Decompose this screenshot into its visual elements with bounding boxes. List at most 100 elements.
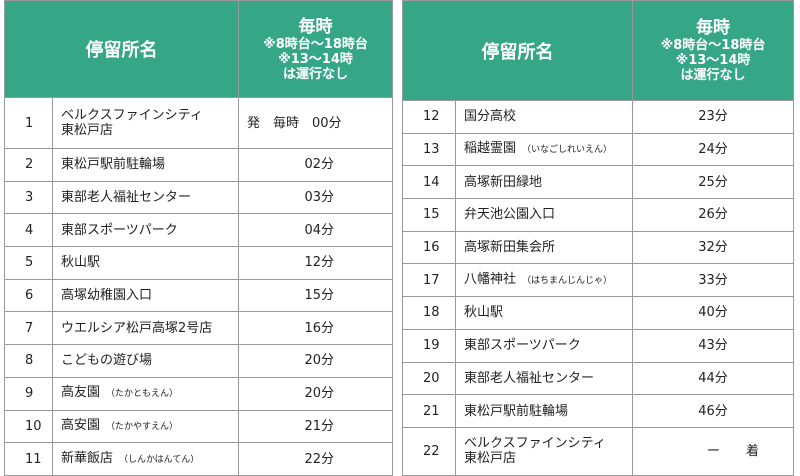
row: 16 高塚新田集会所 32分 <box>402 230 794 265</box>
timetable: 停留所名 毎時 ※8時台～18時台 ※13～14時 は運行なし 12 国分高校 23分 13 稲越… <box>402 0 794 476</box>
row: 20 東部老人福祉センター 44分 <box>402 361 794 396</box>
stop-name-text: 高塚新田緑地 <box>464 174 543 190</box>
stop-name-line: 国分高校 <box>464 109 632 124</box>
stop-name-text: こどもの遊び場 <box>61 353 153 369</box>
stop-name: 高友園 （たかともえん） <box>52 376 239 411</box>
stop-number: 2 <box>4 148 53 182</box>
stop-time: 26分 <box>632 198 794 232</box>
stop-number: 11 <box>4 442 53 476</box>
stop-time: 43分 <box>632 328 794 363</box>
stop-name: 東部老人福祉センター <box>455 361 633 396</box>
stop-number: 8 <box>4 344 53 378</box>
stop-name: 高塚幼稚園入口 <box>52 278 239 313</box>
header-time-line: ※8時台～18時台 <box>263 36 368 52</box>
row: 3 東部老人福祉センター 03分 <box>4 180 393 215</box>
stop-number: 1 <box>4 97 53 149</box>
stop-time: ー 着 <box>632 426 794 476</box>
stop-name-line: 東部老人福祉センター <box>61 190 238 205</box>
stop-number: 13 <box>402 132 456 167</box>
stop-number: 10 <box>4 409 53 444</box>
stop-time: 21分 <box>238 409 393 444</box>
row: 13 稲越霊園 （いなごしれいえん） 24分 <box>402 132 794 167</box>
row: 17 八幡神社 （はちまんじんじゃ） 33分 <box>402 263 794 298</box>
stop-name: 国分高校 <box>455 100 633 134</box>
stop-name: こどもの遊び場 <box>52 344 239 378</box>
stop-number: 17 <box>402 263 456 298</box>
stop-time: 46分 <box>632 394 794 428</box>
header-time-line: ※13～14時 <box>278 51 353 67</box>
stop-name-text: 高安園 <box>61 417 101 433</box>
header-time-line: は運行なし <box>680 68 746 83</box>
stop-name-line: 八幡神社 （はちまんじんじゃ） <box>464 272 632 289</box>
stop-number: 20 <box>402 361 456 396</box>
stop-name-line: 高塚幼稚園入口 <box>61 288 238 303</box>
header-time-line: 毎時 <box>696 18 730 38</box>
stop-time: 04分 <box>238 213 393 248</box>
header-time-line: 毎時 <box>298 16 333 37</box>
row: 19 東部スポーツパーク 43分 <box>402 328 794 363</box>
stop-name-text: 高塚幼稚園入口 <box>61 288 153 304</box>
stop-name: 弁天池公園入口 <box>455 198 633 232</box>
stop-name-line: 高塚新田集会所 <box>464 240 632 255</box>
stop-name-line: 東部スポーツパーク <box>464 338 632 353</box>
stop-number: 16 <box>402 230 456 265</box>
stop-name-line: 高塚新田緑地 <box>464 175 632 190</box>
stop-time: 25分 <box>632 165 794 200</box>
stop-name-text: 国分高校 <box>464 109 517 125</box>
stop-time: 20分 <box>238 344 393 378</box>
stop-name: ウエルシア松戸高塚2号店 <box>52 311 239 346</box>
stop-name: ベルクスファインシティ 東松戸店 <box>455 426 633 476</box>
header-name: 停留所名 <box>4 0 239 98</box>
stop-name: 東部スポーツパーク <box>455 328 633 363</box>
stop-number: 3 <box>4 180 53 215</box>
stop-name-line: 弁天池公園入口 <box>464 207 632 222</box>
stop-time: 16分 <box>238 311 393 346</box>
row: 6 高塚幼稚園入口 15分 <box>4 278 393 313</box>
stop-reading: （いなごしれいえん） <box>522 145 613 156</box>
stop-name-line: 東松戸駅前駐輪場 <box>464 404 632 419</box>
stop-name-line: 稲越霊園 （いなごしれいえん） <box>464 141 632 158</box>
stop-name-text: 高塚新田集会所 <box>464 240 556 256</box>
stop-name: 高安園 （たかやすえん） <box>52 409 239 444</box>
row: 9 高友園 （たかともえん） 20分 <box>4 376 393 411</box>
stop-name: 八幡神社 （はちまんじんじゃ） <box>455 263 633 298</box>
stop-name-text: 東松戸駅前駐輪場 <box>61 157 166 173</box>
stop-name-line: 東松戸駅前駐輪場 <box>61 157 238 172</box>
header-time: 毎時 ※8時台～18時台 ※13～14時 は運行なし <box>238 0 393 98</box>
row: 14 高塚新田緑地 25分 <box>402 165 794 200</box>
stop-name-line: 東松戸店 <box>464 451 632 466</box>
stop-name-line: ウエルシア松戸高塚2号店 <box>61 321 238 336</box>
stop-number: 22 <box>402 426 456 476</box>
stop-name-line: ベルクスファインシティ <box>464 436 632 451</box>
stop-reading: （たかやすえん） <box>106 421 179 432</box>
stop-name: 高塚新田緑地 <box>455 165 633 200</box>
header-time-line: は運行なし <box>282 66 348 82</box>
row: 21 東松戸駅前駐輪場 46分 <box>402 394 794 428</box>
stop-name-line: 高安園 （たかやすえん） <box>61 418 238 435</box>
row: 18 秋山駅 40分 <box>402 296 794 330</box>
stop-name-text: ベルクスファインシティ <box>464 436 606 452</box>
stop-time: 40分 <box>632 296 794 330</box>
stop-name: 秋山駅 <box>455 296 633 330</box>
stop-name-text: 東松戸店 <box>464 451 517 467</box>
stop-name-line: 東部スポーツパーク <box>61 223 238 238</box>
row: 8 こどもの遊び場 20分 <box>4 344 393 378</box>
stop-name-line: 東松戸店 <box>61 123 238 138</box>
stop-time: 03分 <box>238 180 393 215</box>
stop-number: 18 <box>402 296 456 330</box>
stop-number: 21 <box>402 394 456 428</box>
stop-name-text: ウエルシア松戸高塚2号店 <box>61 320 213 336</box>
stop-name-text: 八幡神社 <box>464 271 517 287</box>
stop-name-text: 弁天池公園入口 <box>464 207 556 223</box>
stop-number: 14 <box>402 165 456 200</box>
header-time-line: ※8時台～18時台 <box>660 38 766 53</box>
stop-time: 02分 <box>238 148 393 182</box>
stop-number: 15 <box>402 198 456 232</box>
stop-time: 12分 <box>238 246 393 280</box>
stop-name: 秋山駅 <box>52 246 239 280</box>
stop-time: 15分 <box>238 278 393 313</box>
row: 7 ウエルシア松戸高塚2号店 16分 <box>4 311 393 346</box>
timetable: 停留所名 毎時 ※8時台～18時台 ※13～14時 は運行なし 1 ベルクスファインシティ東… <box>4 0 393 476</box>
stop-name-text: 東部スポーツパーク <box>464 338 581 354</box>
